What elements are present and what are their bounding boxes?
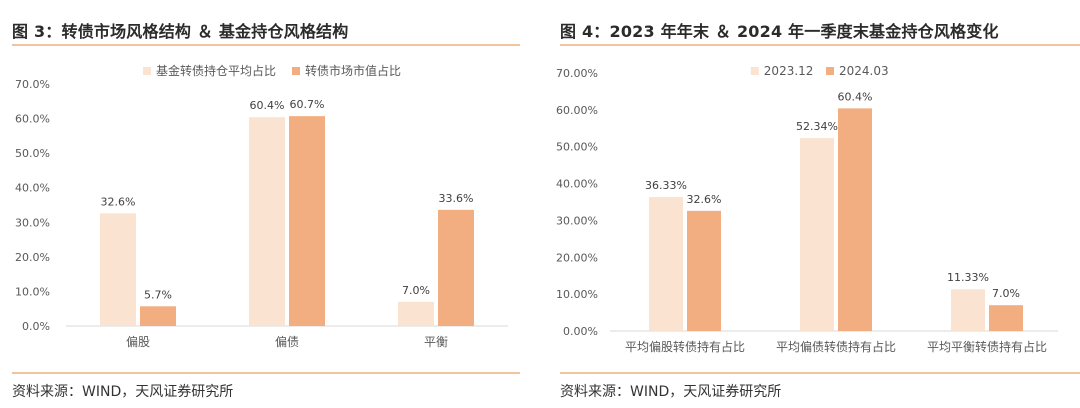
category-label: 平均偏债转债持有占比 — [776, 339, 896, 354]
y-tick-label: 20.00% — [556, 251, 598, 264]
category-label: 偏股 — [126, 334, 150, 349]
data-label: 7.0% — [992, 287, 1020, 300]
legend-label: 2024.03 — [839, 64, 889, 78]
y-tick-label: 10.00% — [556, 288, 598, 301]
y-tick-label: 40.0% — [15, 182, 50, 195]
title-divider — [12, 44, 520, 46]
bar-series-1 — [649, 197, 683, 331]
legend-swatch — [826, 67, 834, 75]
chart-panel-style-structure: 图 3：转债市场风格结构 ＆ 基金持仓风格结构 0.0% 10.0% 20.0% 30… — [0, 0, 520, 408]
legend-label: 转债市场市值占比 — [305, 63, 401, 78]
data-label: 7.0% — [402, 284, 430, 297]
category-label: 平均偏股转债持有占比 — [625, 339, 745, 354]
category-label: 偏债 — [275, 334, 299, 349]
data-label: 60.7% — [290, 98, 325, 111]
data-label: 32.6% — [687, 193, 722, 206]
panel-title: 图 4：2023 年年末 ＆ 2024 年一季度末基金持仓风格变化 — [560, 22, 999, 41]
y-tick-label: 60.00% — [556, 104, 598, 117]
y-tick-label: 0.0% — [22, 320, 50, 333]
y-tick-label: 30.00% — [556, 214, 598, 227]
bar-series-2 — [989, 305, 1023, 331]
legend-swatch — [143, 67, 151, 75]
category-label: 平衡 — [424, 335, 448, 349]
y-tick-label: 70.00% — [556, 67, 598, 80]
y-tick-label: 60.0% — [15, 113, 50, 126]
y-tick-label: 50.0% — [15, 147, 50, 160]
y-tick-label: 40.00% — [556, 178, 598, 191]
bar-series-1 — [951, 289, 985, 331]
source-note: 资料来源：WIND，天风证券研究所 — [560, 384, 782, 400]
data-label: 36.33% — [645, 179, 687, 192]
title-divider — [560, 44, 1080, 46]
bar-series-2 — [140, 306, 176, 326]
bar-chart-style-structure: 0.0% 10.0% 20.0% 30.0% 40.0% 50.0% 60.0% 70.0% 3… — [15, 63, 508, 349]
data-label: 5.7% — [144, 288, 172, 301]
data-label: 11.33% — [947, 271, 989, 284]
legend-label: 2023.12 — [764, 64, 814, 78]
category-label: 平均平衡转债持有占比 — [927, 339, 1047, 354]
chart-panel-holding-change: 图 4：2023 年年末 ＆ 2024 年一季度末基金持仓风格变化 0.00% 1… — [548, 0, 1080, 408]
bar-series-1 — [249, 117, 285, 326]
source-note: 资料来源：WIND，天风证券研究所 — [12, 384, 234, 400]
y-tick-label: 50.00% — [556, 141, 598, 154]
panel-title: 图 3：转债市场风格结构 ＆ 基金持仓风格结构 — [12, 22, 349, 41]
bar-series-2 — [838, 108, 872, 331]
y-tick-label: 30.0% — [15, 216, 50, 229]
y-tick-label: 70.0% — [15, 78, 50, 91]
bar-series-1 — [398, 301, 434, 326]
source-divider — [12, 372, 520, 374]
bar-series-2 — [438, 209, 474, 326]
legend-swatch — [292, 67, 300, 75]
source-divider — [560, 372, 1080, 374]
y-tick-label: 20.0% — [15, 251, 50, 264]
data-label: 60.4% — [250, 99, 285, 112]
bar-series-1 — [100, 213, 136, 326]
y-tick-label: 10.0% — [15, 285, 50, 298]
bar-series-2 — [289, 116, 325, 326]
data-label: 32.6% — [101, 195, 136, 208]
legend-label: 基金转债持仓平均占比 — [156, 63, 276, 78]
data-label: 60.4% — [838, 90, 873, 103]
bar-chart-holding-change: 0.00% 10.00% 20.00% 30.00% 40.00% 50.00% 60.00… — [556, 64, 1058, 354]
legend-swatch — [750, 67, 759, 75]
bar-series-1 — [800, 138, 834, 331]
bar-series-2 — [687, 210, 721, 331]
data-label: 33.6% — [439, 192, 474, 205]
y-tick-label: 0.00% — [563, 325, 598, 338]
data-label: 52.34% — [796, 120, 838, 133]
